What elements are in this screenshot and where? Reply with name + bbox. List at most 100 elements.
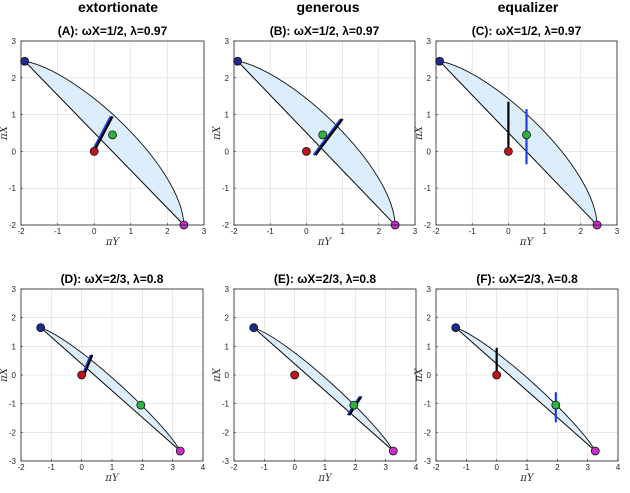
region-diagonal [253,327,394,452]
y-tick-label: 0 [12,371,17,380]
y-tick-label: -2 [222,221,230,230]
blue-segment [312,118,342,156]
y-axis-label: πX [0,125,10,141]
x-axis-label: πY [104,473,120,484]
x-tick-label: 1 [110,463,115,472]
black-segment [314,118,344,156]
green-point [318,130,328,140]
y-tick-label: 2 [427,314,432,323]
x-tick-label: 4 [201,463,206,472]
y-tick-label: -2 [222,428,230,437]
x-axis-label: πY [317,473,333,484]
y-tick-label: 2 [12,74,17,83]
y-tick-label: 0 [12,147,17,156]
green-point [349,400,359,410]
x-tick-label: 0 [494,463,499,472]
panel-title: (A): ωX=1/2, λ=0.97 [58,24,168,38]
x-tick-label: -2 [230,227,238,236]
panel-B: -2 -1 0 1 2 3 -2 -1 0 1 2 3 πY πX (B): ωX=1/2, λ=0.97 [212,24,418,248]
y-tick-label: 2 [225,314,230,323]
y-axis-label: πX [414,125,425,141]
x-tick-label: 3 [202,227,207,236]
x-tick-label: 4 [616,463,621,472]
x-tick-label: -1 [54,227,62,236]
panel-title: (F): ωX=2/3, λ=0.8 [476,272,578,286]
x-tick-label: 2 [579,227,584,236]
y-tick-label: 3 [12,285,17,294]
red-point [492,370,502,380]
blue-point [451,323,461,333]
x-tick-label: 1 [542,227,547,236]
x-tick-label: 2 [353,463,358,472]
x-tick-label: -2 [230,463,238,472]
axes-frame [233,40,416,226]
red-point [290,370,300,380]
y-tick-label: 1 [12,111,17,120]
y-tick-label: -3 [424,457,432,466]
red-point [89,146,99,156]
y-tick-label: 3 [427,285,432,294]
y-tick-label: 2 [225,74,230,83]
y-tick-label: 0 [225,147,230,156]
black-segment [83,354,94,374]
x-tick-label: 1 [323,463,328,472]
green-point [108,130,117,140]
panel-A: -2 -1 0 1 2 3 -2 -1 0 1 2 3 πY πX (A): ωX=1/2, λ=0.97 [0,24,207,248]
x-tick-label: 3 [413,227,418,236]
blue-segment [82,354,92,374]
column-header-extortionate: extortionate [78,0,158,15]
x-tick-label: 3 [170,463,175,472]
x-axis-label: πY [105,237,121,248]
x-tick-label: 1 [525,463,530,472]
y-tick-label: -1 [424,400,432,409]
x-tick-label: 0 [292,463,297,472]
axes-frame [435,40,618,226]
green-point [522,130,531,140]
blue-point [20,56,30,66]
x-tick-label: -1 [463,463,471,472]
panel-title: (B): ωX=1/2, λ=0.97 [270,24,380,38]
blue-point [36,323,46,333]
x-tick-label: 3 [615,227,620,236]
y-tick-label: -1 [424,184,432,193]
panel-C: -2 -1 0 1 2 3 -2 -1 0 1 2 3 πY πX (C): ωX=1/2, λ=0.97 [414,24,620,248]
y-axis-label: πX [414,367,425,383]
x-tick-label: -1 [261,463,269,472]
region-diagonal [439,60,598,226]
red-point [503,146,513,156]
y-tick-label: 3 [12,37,17,46]
y-tick-label: 0 [427,147,432,156]
x-tick-label: 3 [383,463,388,472]
axes-frame [20,40,205,226]
x-tick-label: -2 [17,463,25,472]
panels: -2 -1 0 1 2 3 -2 -1 0 1 2 3 πY πX (A): ωX=1/2, λ=0.97 -… [0,24,621,484]
region-diagonal [40,327,181,452]
magenta-point [388,446,398,456]
y-tick-label: -2 [424,428,432,437]
panel-title: (C): ωX=1/2, λ=0.97 [472,24,582,38]
y-tick-label: -1 [222,400,230,409]
x-tick-label: -2 [432,227,440,236]
y-tick-label: -1 [9,400,17,409]
green-point [136,400,146,410]
region-diagonal [237,60,396,226]
y-tick-label: 1 [225,111,230,120]
x-tick-label: 1 [340,227,345,236]
y-axis-label: πX [0,367,10,383]
y-tick-label: 1 [225,342,230,351]
x-tick-label: 4 [414,463,419,472]
column-header-equalizer: equalizer [498,0,559,15]
panel-title: (D): ωX=2/3, λ=0.8 [61,272,164,286]
red-point [301,146,311,156]
y-tick-label: 3 [427,37,432,46]
y-tick-label: 0 [225,371,230,380]
panel-title: (E): ωX=2/3, λ=0.8 [274,272,377,286]
y-axis-label: πX [212,125,223,141]
y-tick-label: 1 [427,342,432,351]
y-axis-label: πX [212,367,223,383]
blue-point [249,323,259,333]
